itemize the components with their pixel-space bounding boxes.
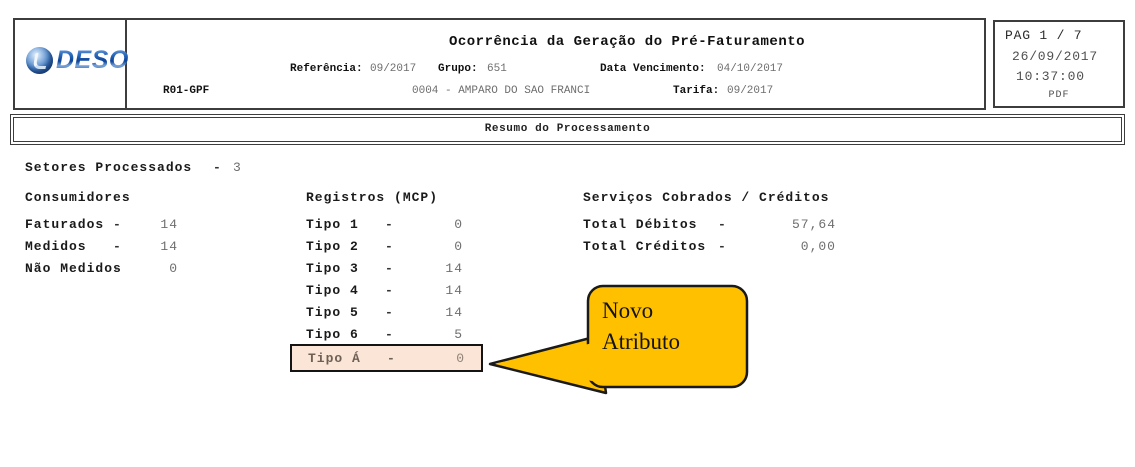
tipo-a-highlight-box: Tipo Á - 0 — [290, 344, 483, 372]
print-date: 26/09/2017 — [1012, 49, 1099, 64]
callout-bubble-shape — [488, 284, 749, 395]
deso-sphere-icon — [26, 47, 53, 74]
deso-logo: DESO — [26, 46, 129, 75]
setores-value: 3 — [233, 160, 242, 175]
registros-header: Registros (MCP) — [306, 190, 439, 205]
data-vencimento-value: 04/10/2017 — [717, 63, 784, 75]
format-badge: PDF — [1048, 90, 1070, 101]
page-number: PAG 1 / 7 — [1005, 28, 1083, 43]
consumidores-header: Consumidores — [25, 190, 131, 205]
print-time: 10:37:00 — [1016, 69, 1085, 84]
report-title: Ocorrência da Geração do Pré-Faturamento — [448, 34, 806, 50]
tipo-a-value: 0 — [456, 351, 465, 366]
tarifa-label: Tarifa: — [673, 85, 720, 97]
localidade-value: 0004 - AMPARO DO SAO FRANCI — [412, 85, 591, 97]
setores-separator: - — [213, 160, 222, 175]
servicos-header: Serviços Cobrados / Créditos — [583, 190, 830, 205]
report-header: DESO Ocorrência da Geração do Pré-Fatura… — [13, 18, 986, 110]
referencia-value: 09/2017 — [370, 63, 417, 75]
callout-line-2: Atributo — [602, 329, 680, 354]
tipo-a-label: Tipo Á — [308, 351, 361, 366]
logo-brand-text: DESO — [56, 46, 129, 74]
setores-label: Setores Processados — [25, 160, 193, 175]
page-info-box: PAG 1 / 7 26/09/2017 10:37:00 PDF — [993, 20, 1125, 108]
section-bar: Resumo do Processamento — [10, 114, 1125, 145]
data-vencimento-label: Data Vencimento: — [600, 63, 706, 75]
tipo-a-separator: - — [387, 351, 396, 366]
tarifa-value: 09/2017 — [727, 85, 774, 97]
report-code: R01-GPF — [163, 85, 210, 97]
novo-atributo-callout: Novo Atributo — [602, 295, 742, 357]
grupo-label: Grupo: — [438, 63, 478, 75]
grupo-value: 651 — [487, 63, 507, 75]
referencia-label: Referência: — [290, 63, 363, 75]
logo-cell: DESO — [15, 20, 129, 108]
callout-line-1: Novo — [602, 298, 654, 323]
